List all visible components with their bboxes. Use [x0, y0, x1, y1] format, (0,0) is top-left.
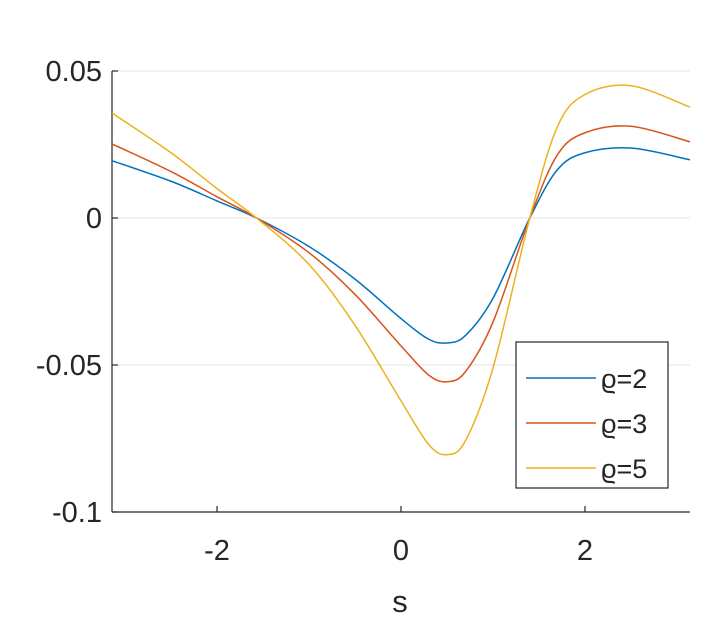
legend: ϱ=2 ϱ=3 ϱ=5 [515, 341, 669, 489]
series-line-3 [111, 84, 691, 456]
y-tick-label: 0.05 [46, 56, 102, 88]
y-tick-label: -0.1 [52, 497, 102, 529]
legend-label-2: ϱ=3 [601, 409, 647, 439]
x-axis-label: s [392, 584, 408, 619]
x-tick-label: -2 [204, 535, 230, 567]
legend-box [515, 341, 669, 489]
x-tick-label: 0 [393, 535, 409, 567]
series-line-2 [111, 125, 691, 383]
legend-label-3: ϱ=5 [601, 454, 647, 484]
y-tick-label: -0.05 [36, 350, 102, 382]
legend-label-1: ϱ=2 [601, 364, 647, 394]
series-lines [111, 84, 691, 456]
series-line-1 [111, 146, 691, 344]
y-tick-label: 0 [86, 203, 102, 235]
tick-labels: -0.1 -0.05 0 0.05 -2 0 2 [36, 56, 593, 567]
x-tick-label: 2 [577, 535, 593, 567]
